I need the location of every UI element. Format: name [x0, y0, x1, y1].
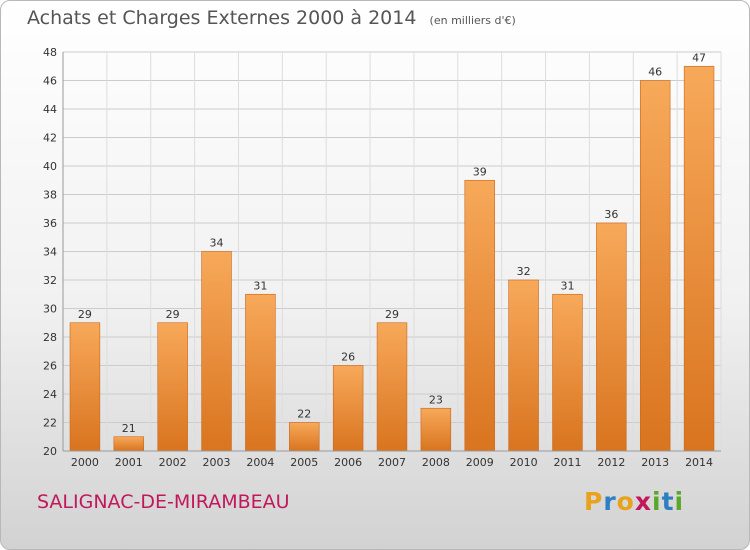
x-tick-label: 2014	[685, 456, 713, 469]
bar	[683, 65, 715, 452]
x-tick-label: 2003	[203, 456, 231, 469]
bar	[289, 422, 320, 452]
x-tick-label: 2001	[115, 456, 143, 469]
x-tick-label: 2002	[159, 456, 187, 469]
data-label: 23	[429, 393, 443, 406]
bar	[552, 293, 583, 452]
bar	[420, 407, 452, 452]
y-tick-label: 44	[43, 103, 57, 116]
bar	[332, 365, 364, 452]
y-tick-label: 32	[43, 274, 57, 287]
bar	[201, 251, 232, 452]
data-label: 26	[341, 351, 355, 364]
y-tick-label: 34	[43, 246, 57, 259]
y-tick-label: 38	[43, 189, 57, 202]
x-tick-label: 2009	[466, 456, 494, 469]
bar	[508, 279, 539, 452]
y-tick-label: 26	[43, 360, 57, 373]
data-label: 46	[648, 66, 662, 79]
proxiti-logo: Proxiti	[584, 487, 684, 516]
x-tick-label: 2010	[510, 456, 538, 469]
logo-letter: r	[603, 487, 617, 516]
logo-letter: o	[616, 487, 635, 516]
bar	[596, 222, 627, 452]
data-label: 31	[253, 279, 267, 292]
logo-letter: t	[661, 487, 675, 516]
bar	[157, 322, 188, 452]
data-label: 31	[560, 279, 574, 292]
axes: 20 22 24 26 28 30 32 34 36 38 40 42 44 46 48 2000 2001 20…	[43, 46, 721, 469]
bar	[245, 293, 276, 452]
data-label: 34	[210, 237, 224, 250]
data-label: 47	[692, 51, 706, 64]
commune-name: SALIGNAC-DE-MIRAMBEAU	[37, 491, 290, 513]
bars	[69, 65, 715, 452]
data-label: 29	[166, 308, 180, 321]
logo-letter: P	[584, 487, 604, 516]
y-tick-label: 40	[43, 160, 57, 173]
x-tick-label: 2000	[71, 456, 99, 469]
x-tick-label: 2004	[246, 456, 274, 469]
chart-title: Achats et Charges Externes 2000 à 2014 (…	[27, 7, 516, 29]
x-tick-label: 2007	[378, 456, 406, 469]
y-tick-label: 20	[43, 445, 57, 458]
bar	[113, 436, 145, 452]
x-tick-label: 2005	[290, 456, 318, 469]
bar	[639, 80, 671, 452]
y-tick-label: 46	[43, 75, 57, 88]
y-tick-label: 36	[43, 217, 57, 230]
logo-letter: i	[674, 487, 685, 516]
data-label: 21	[122, 422, 136, 435]
bar	[464, 179, 495, 452]
y-tick-label: 22	[43, 417, 57, 430]
y-tick-label: 28	[43, 331, 57, 344]
unit-label: (en milliers d'€)	[429, 14, 516, 27]
y-tick-label: 48	[43, 46, 57, 59]
y-tick-label: 24	[43, 388, 57, 401]
data-label: 32	[517, 265, 531, 278]
x-tick-label: 2011	[553, 456, 581, 469]
bar	[69, 322, 101, 452]
data-label: 29	[78, 308, 92, 321]
data-label: 22	[297, 408, 311, 421]
y-tick-label: 30	[43, 303, 57, 316]
data-label: 29	[385, 308, 399, 321]
x-tick-label: 2006	[334, 456, 362, 469]
x-tick-label: 2012	[597, 456, 625, 469]
y-tick-label: 42	[43, 132, 57, 145]
title-text: Achats et Charges Externes 2000 à 2014	[27, 7, 417, 29]
bar	[376, 322, 408, 452]
x-tick-label: 2013	[641, 456, 669, 469]
logo-letter: x	[634, 487, 652, 516]
x-tick-label: 2008	[422, 456, 450, 469]
data-label: 39	[473, 165, 487, 178]
data-label: 36	[604, 208, 618, 221]
data-labels: 29 21 29 34 31 22 26 29 23 39 32 31 36 46 47	[78, 51, 706, 435]
logo-letter: i	[652, 487, 662, 516]
